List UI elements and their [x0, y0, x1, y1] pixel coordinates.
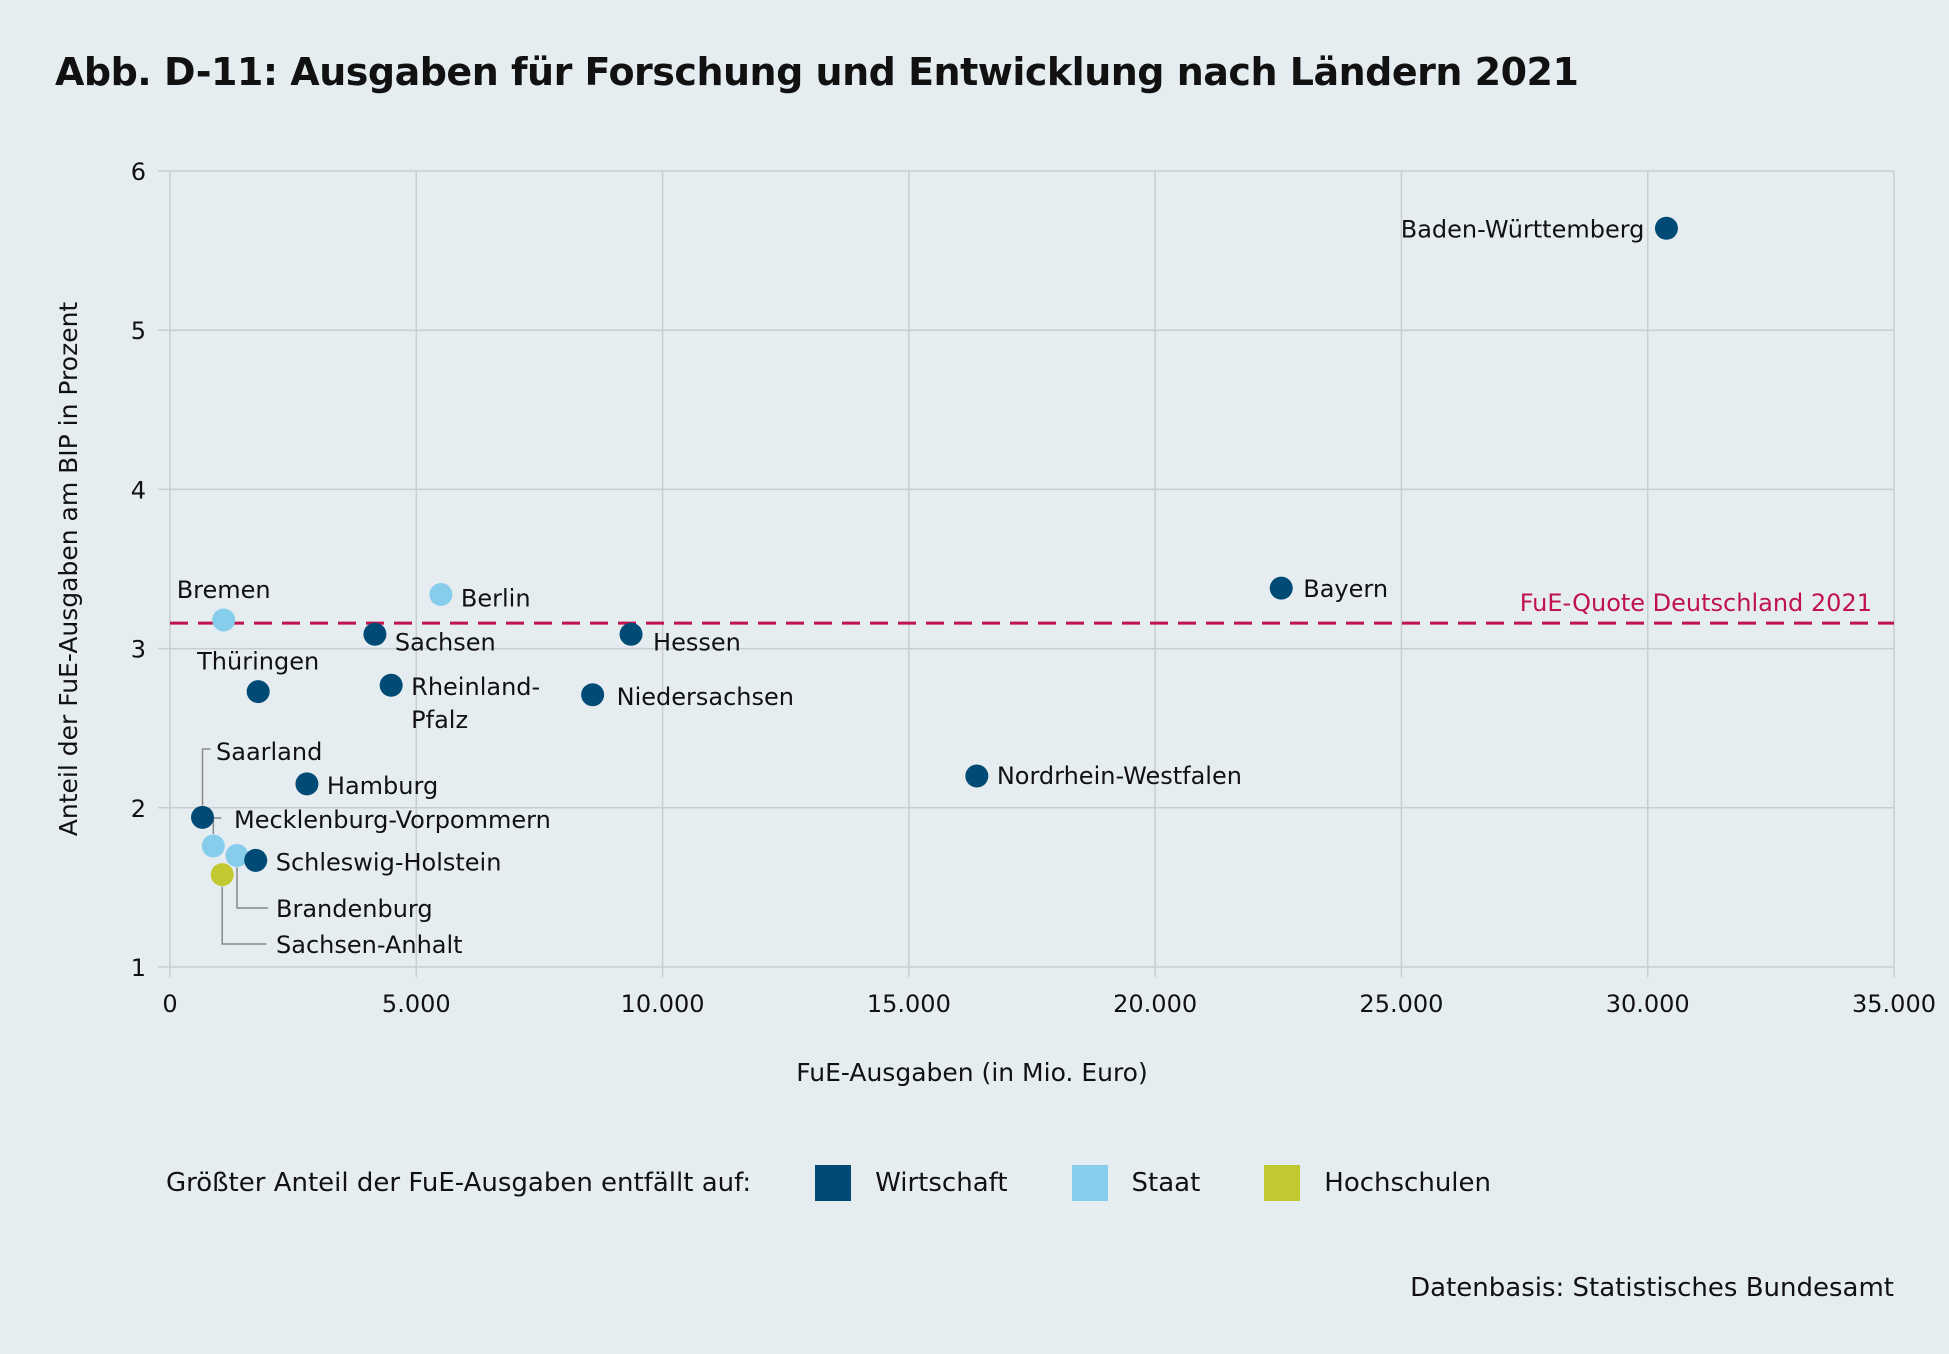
point-label: Brandenburg: [276, 895, 433, 923]
legend-label: Wirtschaft: [875, 1168, 1008, 1198]
legend-title: Größter Anteil der FuE-Ausgaben entfällt…: [166, 1168, 752, 1198]
data-point: [244, 848, 268, 872]
point-label: Thüringen: [196, 648, 319, 676]
y-tick-label: 5: [131, 317, 146, 345]
data-point: [379, 673, 403, 697]
point-label: Niedersachsen: [617, 683, 794, 711]
data-point: [225, 844, 249, 868]
legend-swatch-wirtschaft: [815, 1165, 852, 1201]
chart-title: Abb. D-11: Ausgaben für Forschung und En…: [55, 50, 1579, 94]
axes: 1 2 3 4 5 6 0 5.000 10.000 15.000 20.000 25.000 30.0…: [54, 158, 1936, 1087]
data-point: [581, 683, 605, 707]
data-points: [191, 216, 1678, 887]
legend-label: Hochschulen: [1324, 1168, 1492, 1198]
legend: Größter Anteil der FuE-Ausgaben entfällt…: [166, 1165, 1555, 1201]
point-label: Bayern: [1303, 575, 1388, 603]
x-tick-label: 35.000: [1852, 990, 1936, 1018]
x-tick-label: 25.000: [1359, 990, 1443, 1018]
data-point: [429, 582, 453, 606]
data-point: [1269, 576, 1293, 600]
x-tick-label: 15.000: [867, 990, 951, 1018]
point-label: Pfalz: [411, 706, 468, 734]
x-axis-title: FuE-Ausgaben (in Mio. Euro): [796, 1058, 1148, 1087]
x-tick-label: 0: [162, 990, 177, 1018]
point-label: Schleswig-Holstein: [276, 848, 502, 876]
point-labels: Baden-Württemberg Bayern Hessen Niedersachs…: [177, 215, 1645, 959]
leader-line: [201, 748, 211, 806]
y-tick-label: 6: [131, 158, 146, 186]
data-point: [191, 805, 215, 829]
legend-item-wirtschaft: Wirtschaft: [815, 1165, 1008, 1201]
leader-line: [236, 867, 268, 909]
data-point: [212, 608, 236, 632]
point-label: Berlin: [461, 584, 531, 612]
y-tick-label: 4: [131, 476, 146, 504]
data-point: [965, 764, 989, 788]
legend-swatch-hochschulen: [1264, 1165, 1301, 1201]
data-point: [1654, 216, 1678, 240]
point-label: Sachsen-Anhalt: [276, 931, 463, 959]
point-label: Baden-Württemberg: [1401, 215, 1645, 243]
leader-line: [212, 817, 222, 835]
point-label: Hessen: [653, 628, 741, 656]
leader-line: [221, 886, 267, 945]
x-tick-label: 10.000: [621, 990, 705, 1018]
data-point: [619, 622, 643, 646]
legend-item-staat: Staat: [1071, 1165, 1201, 1201]
data-point: [210, 863, 234, 887]
point-label: Mecklenburg-Vorpommern: [234, 806, 551, 834]
reference-line-label: FuE-Quote Deutschland 2021: [1520, 589, 1872, 617]
x-tick-label: 20.000: [1113, 990, 1197, 1018]
legend-label: Staat: [1131, 1168, 1201, 1198]
legend-item-hochschulen: Hochschulen: [1264, 1165, 1491, 1201]
y-tick-label: 3: [131, 636, 146, 664]
y-tick-label: 1: [131, 954, 146, 982]
grid: [158, 170, 1895, 977]
data-point: [363, 622, 387, 646]
point-label: Sachsen: [395, 628, 496, 656]
x-tick-label: 5.000: [382, 990, 451, 1018]
data-point: [201, 834, 225, 858]
leader-lines: [201, 748, 268, 945]
point-label: Rheinland-: [411, 673, 540, 701]
point-label: Nordrhein-Westfalen: [997, 762, 1242, 790]
point-label: Bremen: [177, 576, 271, 604]
data-point: [295, 772, 319, 796]
x-tick-label: 30.000: [1606, 990, 1690, 1018]
point-label: Saarland: [216, 738, 322, 766]
data-point: [246, 680, 270, 704]
source-note: Datenbasis: Statistisches Bundesamt: [1410, 1273, 1894, 1303]
y-axis-title: Anteil der FuE-Ausgaben am BIP in Prozen…: [54, 302, 83, 837]
legend-swatch-staat: [1071, 1165, 1108, 1201]
point-label: Hamburg: [327, 772, 438, 800]
reference-line-group: FuE-Quote Deutschland 2021: [170, 589, 1894, 625]
y-tick-label: 2: [131, 795, 146, 823]
